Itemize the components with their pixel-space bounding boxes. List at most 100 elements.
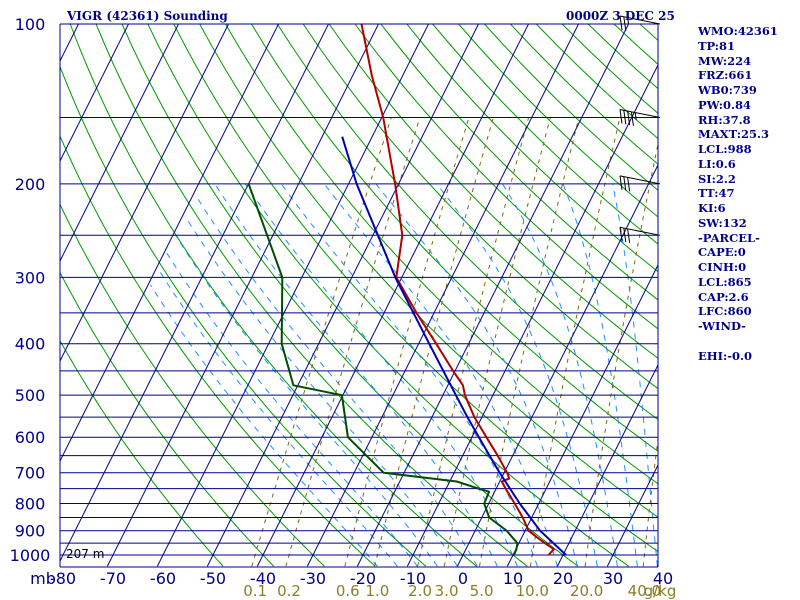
stat-line: MW:224	[698, 53, 752, 68]
sounding-time: 0000Z 3 DEC 25	[566, 9, 675, 23]
stat-line: WMO:42361	[698, 24, 778, 38]
stat-line: MAXT:25.3	[698, 127, 769, 142]
isotherm	[206, 24, 480, 567]
pressure-tick-label: 900	[15, 522, 46, 541]
moist-adiabat	[562, 183, 638, 567]
temperature-tick-label: -20	[350, 569, 376, 588]
pressure-tick-label: 800	[15, 495, 46, 514]
moist-adiabat	[149, 284, 378, 567]
stat-line	[698, 334, 798, 349]
moist-adiabat	[175, 235, 438, 567]
isotherm	[306, 24, 580, 567]
wind-barb-half-feather	[627, 17, 630, 25]
isotherm	[106, 24, 380, 567]
stat-line: -WIND-	[698, 319, 746, 333]
surface-height-label: 207 m	[66, 547, 104, 561]
dry-adiabat	[224, 24, 658, 485]
temperature-tick-label: 10	[503, 569, 523, 588]
temperature-tick-label: -50	[200, 569, 226, 588]
isotherm	[60, 24, 180, 263]
stat-line: CAP:2.6	[698, 289, 749, 304]
plot-clip-group	[60, 24, 658, 567]
pressure-tick-label: 600	[15, 428, 46, 447]
moist-adiabat	[323, 183, 558, 567]
moist-adiabat	[612, 183, 658, 567]
pressure-tick-label: 1000	[10, 546, 51, 565]
isotherm	[60, 24, 230, 363]
stat-line: LCL:988	[698, 142, 752, 156]
isotherm	[556, 363, 658, 567]
wind-barb-feather	[623, 176, 627, 191]
isotherm	[60, 24, 130, 163]
mixing-ratio-label: 20.0	[570, 582, 603, 600]
pressure-tick-label: 400	[15, 335, 46, 354]
temperature-tick-label: 0	[458, 569, 468, 588]
mixing-ratio-label: 2.0	[408, 582, 432, 600]
isotherm	[506, 263, 658, 567]
temperature-tick-label: 20	[553, 569, 573, 588]
isotherm	[60, 24, 80, 63]
chart-title: VIGR (42361) Sounding	[67, 9, 228, 23]
stat-line: LCL:865	[698, 274, 752, 289]
moist-adiabat	[375, 183, 578, 567]
temperature-tick-label: -10	[400, 569, 426, 588]
mixing-ratio-line	[529, 117, 621, 567]
isotherm	[456, 163, 658, 567]
temperature-tick-label: -70	[100, 569, 126, 588]
isotherm	[60, 24, 330, 563]
moist-adiabat	[436, 183, 598, 567]
wind-barb-feather	[627, 177, 631, 192]
wind-barb-shaft	[619, 226, 661, 236]
mixing-ratio-label: 0.2	[277, 582, 301, 600]
dry-adiabat	[60, 271, 275, 567]
wind-barb-feather	[623, 16, 627, 31]
isotherm	[156, 24, 430, 567]
wind-barb-shaft	[619, 175, 661, 185]
stat-line: SI:2.2	[698, 171, 736, 186]
stat-line: FRZ:661	[698, 68, 753, 83]
stat-line: CINH:0	[698, 260, 747, 274]
wind-barb-feather	[619, 175, 623, 190]
temperature-tick-label: -40	[250, 569, 276, 588]
moist-adiabat	[280, 183, 538, 567]
pressure-tick-label: 500	[15, 386, 46, 405]
pressure-tick-label: 700	[15, 464, 46, 483]
moist-adiabat	[184, 215, 458, 567]
wind-barb-shaft	[619, 15, 661, 25]
moist-adiabat	[166, 252, 418, 567]
wind-barb-feather	[623, 227, 627, 243]
dry-adiabat	[60, 339, 224, 567]
stat-line: PW:0.84	[698, 97, 752, 112]
moist-adiabat	[195, 194, 478, 567]
stat-line: SW:132	[698, 215, 747, 230]
temperature-tick-label: -30	[300, 569, 326, 588]
wind-barb-feather	[623, 110, 627, 125]
wind-barb-feather	[627, 110, 631, 126]
x-axis-unit-label: mb	[30, 569, 56, 588]
isotherm	[606, 463, 658, 567]
dewpoint-profile-line	[247, 183, 519, 556]
mixing-ratio-label: 0.1	[243, 582, 267, 600]
stat-line: WB0:739	[698, 83, 757, 97]
mixing-ratio-label: 40.0	[628, 582, 661, 600]
isotherm	[406, 63, 658, 567]
stat-line: RH:37.8	[698, 112, 751, 127]
temperature-tick-label: -60	[150, 569, 176, 588]
dry-adiabat	[147, 24, 629, 567]
stat-line: TP:81	[698, 38, 736, 53]
dry-adiabat	[60, 203, 325, 567]
moist-adiabat	[244, 183, 518, 567]
stat-line: LI:0.6	[698, 156, 736, 171]
stat-line: -PARCEL-	[698, 230, 760, 245]
temperature-tick-label: 30	[603, 569, 623, 588]
isotherm	[356, 24, 630, 567]
moist-adiabat	[214, 183, 498, 567]
stat-line: EHI:-0.0	[698, 348, 753, 363]
mixing-ratio-label: 3.0	[435, 582, 459, 600]
wind-barb-feather	[619, 15, 623, 31]
moist-adiabat	[502, 183, 618, 567]
stat-line: LFC:860	[698, 304, 752, 319]
mixing-ratio-label: 5.0	[470, 582, 494, 600]
